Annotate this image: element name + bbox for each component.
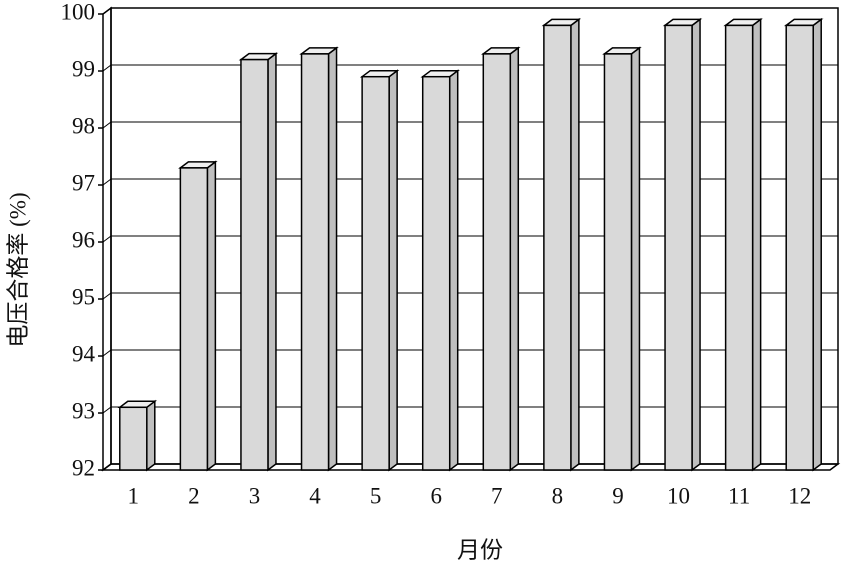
grid-line: [102, 292, 838, 300]
x-tick-label: 12: [788, 483, 811, 508]
bar: [541, 17, 582, 472]
x-tick-label: 1: [128, 483, 140, 508]
bar: [420, 69, 460, 472]
bar-front: [664, 24, 693, 471]
bar-side: [206, 160, 217, 472]
grid-line: [102, 7, 838, 15]
x-tick-label: 10: [667, 483, 690, 508]
grid-segment: [102, 7, 112, 15]
grid-segment: [102, 235, 112, 243]
x-tick-label: 8: [552, 483, 564, 508]
bar: [238, 52, 279, 472]
bar-front: [603, 53, 633, 471]
bar: [481, 46, 521, 472]
bar-side: [388, 69, 398, 472]
bar-front: [240, 58, 269, 471]
bar-side: [751, 17, 762, 472]
grid-line: [102, 235, 838, 243]
x-tick-label: 7: [491, 483, 503, 508]
x-tick-label: 6: [430, 483, 442, 508]
bar-front: [785, 24, 814, 471]
grid-line: [102, 64, 838, 72]
bar: [723, 17, 763, 472]
bar: [359, 69, 400, 472]
y-tick-label: 94: [72, 341, 96, 366]
y-tick-label: 97: [72, 170, 95, 195]
grid-line: [102, 349, 838, 357]
bar-side: [509, 46, 520, 472]
bar: [299, 46, 339, 472]
y-tick-label: 100: [61, 0, 96, 24]
y-tick-label: 92: [72, 455, 95, 480]
x-tick-label: 9: [612, 483, 624, 508]
y-tick-label: 99: [72, 56, 95, 81]
bar-side: [448, 69, 459, 472]
grid-segment: [102, 64, 112, 72]
x-tick-label: 3: [249, 483, 261, 508]
bar-side: [146, 399, 156, 472]
bar: [662, 17, 703, 472]
y-tick-label: 93: [72, 398, 95, 423]
y-tick-label: 95: [72, 284, 95, 309]
bar-front: [119, 406, 148, 471]
bar-side: [691, 17, 701, 472]
bar: [117, 399, 158, 472]
bar-front: [179, 167, 209, 471]
bar-side: [267, 52, 277, 472]
grid-line: [102, 463, 838, 471]
bar-side: [327, 46, 338, 472]
grid-segment: [102, 292, 112, 300]
grid-line: [102, 121, 838, 129]
bar-front: [482, 53, 512, 471]
x-tick-label: 4: [309, 483, 321, 508]
bar: [602, 46, 642, 472]
grid-segment: [102, 178, 112, 186]
grid-segment: [102, 121, 112, 129]
grid-segment: [102, 349, 112, 357]
y-tick-label: 98: [72, 113, 95, 138]
grid-segment: [102, 463, 112, 471]
grid-line: [102, 178, 838, 186]
bar-side: [812, 17, 822, 472]
grid-segment: [102, 406, 112, 414]
bar: [178, 160, 218, 472]
x-tick-label: 2: [188, 483, 200, 508]
bar-front: [421, 75, 451, 471]
y-axis-title: 电压合格率 (%): [5, 192, 30, 347]
y-tick-label: 96: [72, 227, 95, 252]
x-axis-title: 月份: [457, 537, 503, 562]
bar-front: [543, 24, 572, 471]
bar-front: [724, 24, 754, 471]
bar-front: [300, 53, 330, 471]
bar-side: [570, 17, 580, 472]
x-tick-label: 11: [728, 483, 750, 508]
grid-line: [102, 406, 838, 414]
bar-side: [630, 46, 641, 472]
bar: [783, 17, 824, 472]
bar-front: [361, 75, 390, 471]
x-tick-label: 5: [370, 483, 382, 508]
